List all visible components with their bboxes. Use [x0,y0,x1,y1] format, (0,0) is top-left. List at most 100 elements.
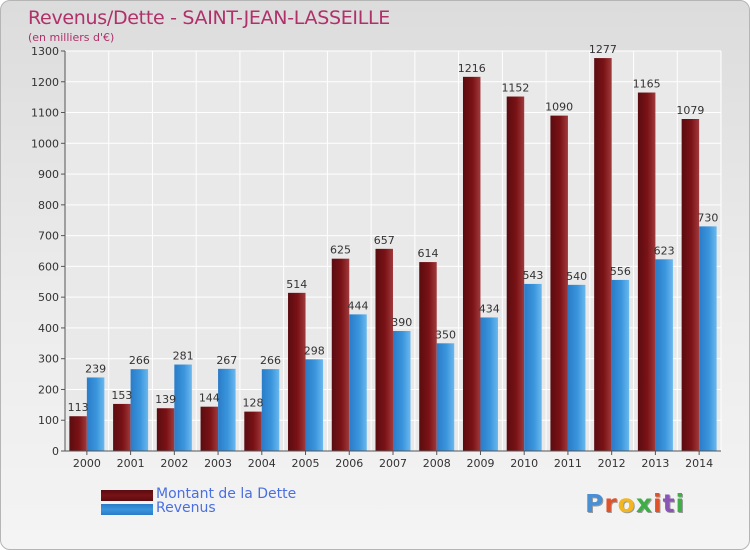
data-label-debt-2005: 514 [286,278,307,291]
data-label-revenue-2010: 543 [522,269,543,282]
proxiti-logo: Proxiti [585,489,685,518]
x-tick-label: 2006 [335,457,363,470]
data-label-revenue-2005: 298 [304,344,325,357]
data-label-revenue-2000: 239 [85,362,106,375]
x-tick-label: 2009 [466,457,494,470]
data-label-debt-2013: 1165 [633,78,661,91]
y-tick-label: 100 [38,414,59,427]
legend-swatch-revenue [101,504,153,515]
bar-revenue-2012 [611,279,630,451]
logo-letter: t [662,489,676,518]
x-tick-label: 2010 [510,457,538,470]
data-label-revenue-2012: 556 [610,265,631,278]
logo-letter: i [675,489,686,518]
bar-debt-2011 [550,115,568,451]
logo-letter: r [604,489,618,518]
y-tick-label: 1100 [31,107,59,120]
bar-debt-2010 [506,96,525,452]
data-label-debt-2006: 625 [330,244,351,257]
y-tick-label: 900 [38,168,59,181]
bar-revenue-2011 [567,284,586,451]
y-tick-label: 800 [38,199,59,212]
legend-swatch-debt [101,490,153,501]
x-tick-label: 2012 [598,457,626,470]
bar-debt-2007 [375,248,393,451]
data-label-revenue-2008: 350 [435,328,456,341]
data-label-revenue-2011: 540 [566,270,587,283]
bar-revenue-2013 [655,259,673,451]
logo-letter: i [653,489,663,518]
logo-letter: o [617,489,636,518]
x-tick-label: 2004 [248,457,276,470]
bar-debt-2003 [200,406,219,451]
logo-letter: P [585,489,605,518]
data-label-debt-2000: 113 [68,401,89,414]
bar-revenue-2014 [699,226,717,451]
data-label-debt-2011: 1090 [545,101,573,114]
y-tick-label: 500 [38,291,59,304]
data-label-debt-2007: 657 [374,234,395,247]
y-tick-label: 1200 [31,76,59,89]
bar-revenue-2005 [305,359,324,451]
bar-revenue-2009 [480,317,498,451]
data-label-revenue-2004: 266 [260,354,281,367]
bar-debt-2004 [244,411,262,451]
data-label-revenue-2014: 730 [697,211,718,224]
legend-label-revenue: Revenus [156,500,216,516]
data-label-debt-2010: 1152 [501,82,529,95]
data-label-debt-2008: 614 [417,247,438,260]
bar-revenue-2000 [86,377,105,451]
data-label-revenue-2002: 281 [173,350,194,363]
legend-label-debt: Montant de la Dette [156,486,297,502]
data-label-debt-2009: 1216 [458,62,486,75]
bar-debt-2000 [69,416,87,451]
y-tick-label: 1000 [31,137,59,150]
bar-revenue-2003 [218,368,236,451]
bar-debt-2009 [462,76,481,451]
bar-revenue-2008 [436,343,455,451]
x-tick-label: 2013 [641,457,669,470]
y-tick-label: 700 [38,230,59,243]
data-label-revenue-2007: 390 [391,316,412,329]
y-tick-label: 1300 [31,45,59,58]
bar-revenue-2001 [130,369,149,451]
bar-debt-2006 [331,258,350,451]
bar-revenue-2006 [349,314,367,451]
y-tick-label: 400 [38,322,59,335]
y-tick-label: 200 [38,383,59,396]
chart-title: Revenus/Dette - SAINT-JEAN-LASSEILLE [28,7,391,29]
bar-revenue-2002 [174,364,192,451]
data-label-debt-2002: 139 [155,393,176,406]
data-label-debt-2012: 1277 [589,43,617,56]
x-tick-label: 2011 [554,457,582,470]
x-tick-label: 2005 [292,457,320,470]
y-tick-label: 0 [52,445,59,458]
data-label-revenue-2009: 434 [479,302,500,315]
data-label-debt-2001: 153 [111,389,132,402]
bar-debt-2005 [288,292,306,451]
y-tick-label: 600 [38,260,59,273]
data-label-debt-2004: 128 [243,397,264,410]
data-label-debt-2014: 1079 [676,104,704,117]
logo-letter: x [635,489,653,518]
bar-revenue-2004 [261,369,280,451]
data-label-revenue-2013: 623 [654,244,675,257]
x-tick-label: 2014 [685,457,713,470]
bar-debt-2014 [681,119,700,451]
x-tick-label: 2007 [379,457,407,470]
data-label-revenue-2001: 266 [129,354,150,367]
data-label-revenue-2006: 444 [348,299,369,312]
x-tick-label: 2001 [117,457,145,470]
y-tick-label: 300 [38,353,59,366]
bar-debt-2001 [113,403,131,451]
data-label-debt-2003: 144 [199,392,220,405]
x-tick-label: 2008 [423,457,451,470]
bar-debt-2013 [637,92,656,452]
bar-debt-2012 [594,58,612,451]
chart-subtitle: (en milliers d'€) [28,31,115,44]
x-tick-label: 2002 [160,457,188,470]
bar-debt-2002 [156,408,175,451]
bar-revenue-2010 [524,283,542,451]
